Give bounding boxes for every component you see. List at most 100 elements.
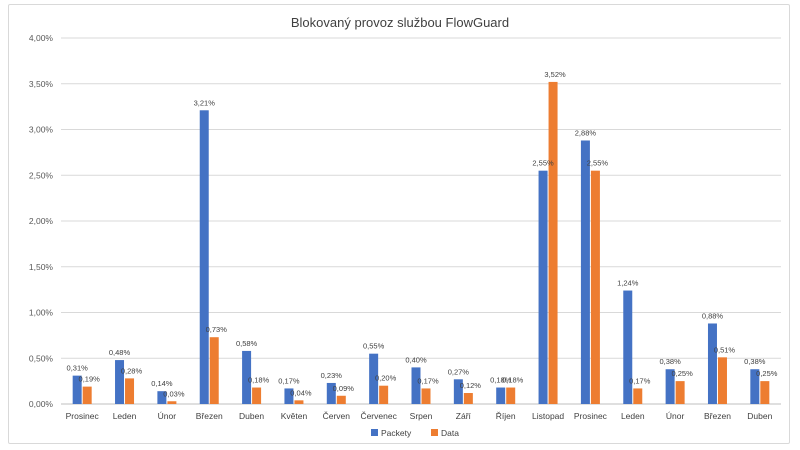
bar-packety xyxy=(326,382,336,404)
data-label-data: 0,73% xyxy=(206,325,228,334)
data-label-packety: 0,58% xyxy=(236,339,258,348)
y-tick-label: 0,00% xyxy=(29,399,54,409)
y-axis-ticks: 0,00% 0,50% 1,00% 1,50% 2,00% 2,50% 3,00% 3,50%… xyxy=(29,33,54,409)
data-label-data: 0,28% xyxy=(121,366,143,375)
data-label-data: 0,04% xyxy=(290,388,312,397)
bar-packety xyxy=(72,375,82,404)
data-label-packety: 0,55% xyxy=(363,342,385,351)
y-tick-label: 3,00% xyxy=(29,125,54,135)
bar-packety xyxy=(623,290,633,404)
bar-data xyxy=(717,357,727,404)
x-category-label: Leden xyxy=(113,411,137,421)
data-label-packety: 0,27% xyxy=(448,367,470,376)
data-label-packety: 0,31% xyxy=(67,364,89,373)
y-tick-label: 2,00% xyxy=(29,216,54,226)
bar-data xyxy=(675,381,685,404)
bar-packety xyxy=(199,110,209,404)
bar-packety xyxy=(284,388,294,404)
data-label-data: 0,03% xyxy=(163,389,185,398)
chart-title: Blokovaný provoz službou FlowGuard xyxy=(291,15,509,30)
bar-packety xyxy=(157,391,167,404)
bar-packety xyxy=(453,379,463,404)
data-label-packety: 0,38% xyxy=(744,357,766,366)
bar-packety xyxy=(665,369,675,404)
bar-data xyxy=(506,387,516,404)
bar-packety xyxy=(496,387,506,404)
x-category-label: Únor xyxy=(158,411,177,421)
data-label-packety: 3,21% xyxy=(194,98,216,107)
gridlines xyxy=(61,37,781,405)
data-label-packety: 0,88% xyxy=(702,311,724,320)
x-category-label: Březen xyxy=(704,411,731,421)
bar-data xyxy=(252,387,262,404)
data-label-packety: 0,40% xyxy=(405,355,427,364)
y-tick-label: 1,00% xyxy=(29,308,54,318)
x-category-label: Duben xyxy=(239,411,264,421)
bar-packety xyxy=(369,353,379,404)
bar-data xyxy=(294,400,304,404)
bar-data xyxy=(167,401,177,404)
data-label-data: 0,25% xyxy=(756,369,778,378)
chart-area: Blokovaný provoz službou FlowGuard 0,00%… xyxy=(8,4,790,444)
x-category-label: Duben xyxy=(747,411,772,421)
bar-packety xyxy=(707,323,717,404)
bar-data xyxy=(633,388,643,404)
bar-data xyxy=(125,378,135,404)
bar-data xyxy=(463,393,473,404)
bar-data xyxy=(336,395,346,404)
bar-data xyxy=(82,386,92,404)
data-label-data: 0,17% xyxy=(417,376,439,385)
legend-label-packety: Packety xyxy=(381,428,412,438)
y-tick-label: 2,50% xyxy=(29,170,54,180)
data-label-data: 0,12% xyxy=(460,381,482,390)
data-label-packety: 0,23% xyxy=(321,371,343,380)
data-label-packety: 0,17% xyxy=(278,376,300,385)
data-label-data: 0,51% xyxy=(714,345,736,354)
chart-svg: Blokovaný provoz službou FlowGuard 0,00%… xyxy=(29,15,781,438)
data-label-data: 3,52% xyxy=(544,70,566,79)
bar-packety xyxy=(115,360,125,404)
bar-packety xyxy=(750,369,760,404)
data-labels: 0,31% 0,19% 0,48% 0,28% 0,14%0,03% 3,21% 0,73%… xyxy=(67,70,778,398)
legend-swatch-packety xyxy=(371,429,378,436)
x-category-label: Červen xyxy=(323,411,351,421)
bar-data xyxy=(421,388,431,404)
y-tick-label: 4,00% xyxy=(29,33,54,43)
data-label-packety: 0,48% xyxy=(109,348,131,357)
bars xyxy=(72,81,770,405)
bar-packety xyxy=(411,367,421,404)
legend: Packety Data xyxy=(371,428,459,438)
data-label-data: 0,25% xyxy=(671,369,693,378)
data-label-packety: 0,18% xyxy=(490,376,512,385)
x-category-label: Říjen xyxy=(496,411,516,421)
data-label-data: 0,18% xyxy=(502,376,524,385)
x-category-label: Prosinec xyxy=(574,411,608,421)
legend-label-data: Data xyxy=(441,428,459,438)
data-label-packety: 0,14% xyxy=(151,379,173,388)
data-label-packety: 0,38% xyxy=(659,357,681,366)
bar-data xyxy=(548,81,558,405)
x-category-label: Prosinec xyxy=(66,411,100,421)
x-axis-categories: Prosinec Leden Únor Březen Duben Květen Červen… xyxy=(66,411,773,421)
bar-packety xyxy=(580,140,590,405)
data-label-data: 0,17% xyxy=(629,376,651,385)
x-category-label: Září xyxy=(456,411,472,421)
legend-swatch-data xyxy=(431,429,438,436)
y-tick-label: 0,50% xyxy=(29,353,54,363)
data-label-data: 0,09% xyxy=(333,384,355,393)
x-category-label: Březen xyxy=(196,411,223,421)
bar-packety xyxy=(242,350,252,404)
y-tick-label: 3,50% xyxy=(29,79,54,89)
x-category-label: Srpen xyxy=(410,411,433,421)
x-category-label: Únor xyxy=(666,411,685,421)
data-label-packety: 2,88% xyxy=(575,128,597,137)
data-label-packety: 2,55% xyxy=(532,159,554,168)
data-label-data: 0,19% xyxy=(79,375,101,384)
x-category-label: Listopad xyxy=(532,411,564,421)
x-category-label: Červenec xyxy=(360,411,397,421)
y-tick-label: 1,50% xyxy=(29,262,54,272)
x-category-label: Leden xyxy=(621,411,645,421)
bar-data xyxy=(209,337,219,404)
data-label-data: 0,18% xyxy=(248,376,270,385)
data-label-data: 0,20% xyxy=(375,374,397,383)
